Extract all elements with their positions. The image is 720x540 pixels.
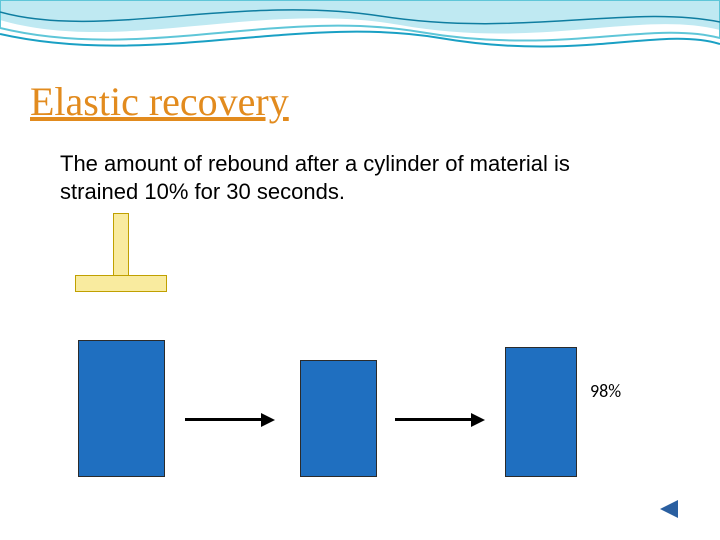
back-arrow-icon [660,500,678,518]
back-button[interactable] [660,500,678,518]
slide: Elastic recovery The amount of rebound a… [0,0,720,540]
recovery-percent-label: 98% [590,380,621,402]
cylinder-compressed [300,360,377,477]
press-plate [75,275,167,292]
arrow-head-icon [471,413,485,427]
cylinder-initial [78,340,165,477]
press-stem [113,213,129,277]
arrow-head-icon [261,413,275,427]
arrow-line [185,418,261,421]
header-wave-decoration [0,0,720,70]
body-text: The amount of rebound after a cylinder o… [60,150,640,205]
cylinder-recovered [505,347,577,477]
slide-title: Elastic recovery [30,78,289,125]
arrow-line [395,418,471,421]
